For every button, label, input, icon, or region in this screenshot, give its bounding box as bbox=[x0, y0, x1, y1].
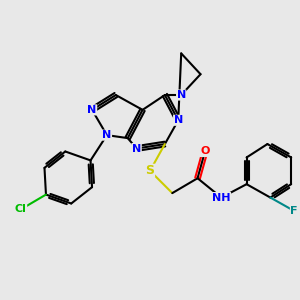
Text: Cl: Cl bbox=[15, 204, 27, 214]
Text: O: O bbox=[200, 146, 210, 157]
Text: S: S bbox=[146, 164, 154, 177]
Text: F: F bbox=[290, 206, 298, 216]
Text: N: N bbox=[87, 105, 97, 115]
Text: N: N bbox=[174, 115, 183, 125]
Text: N: N bbox=[132, 143, 141, 154]
Text: N: N bbox=[102, 130, 112, 140]
Text: N: N bbox=[177, 90, 186, 100]
Text: NH: NH bbox=[212, 193, 231, 202]
